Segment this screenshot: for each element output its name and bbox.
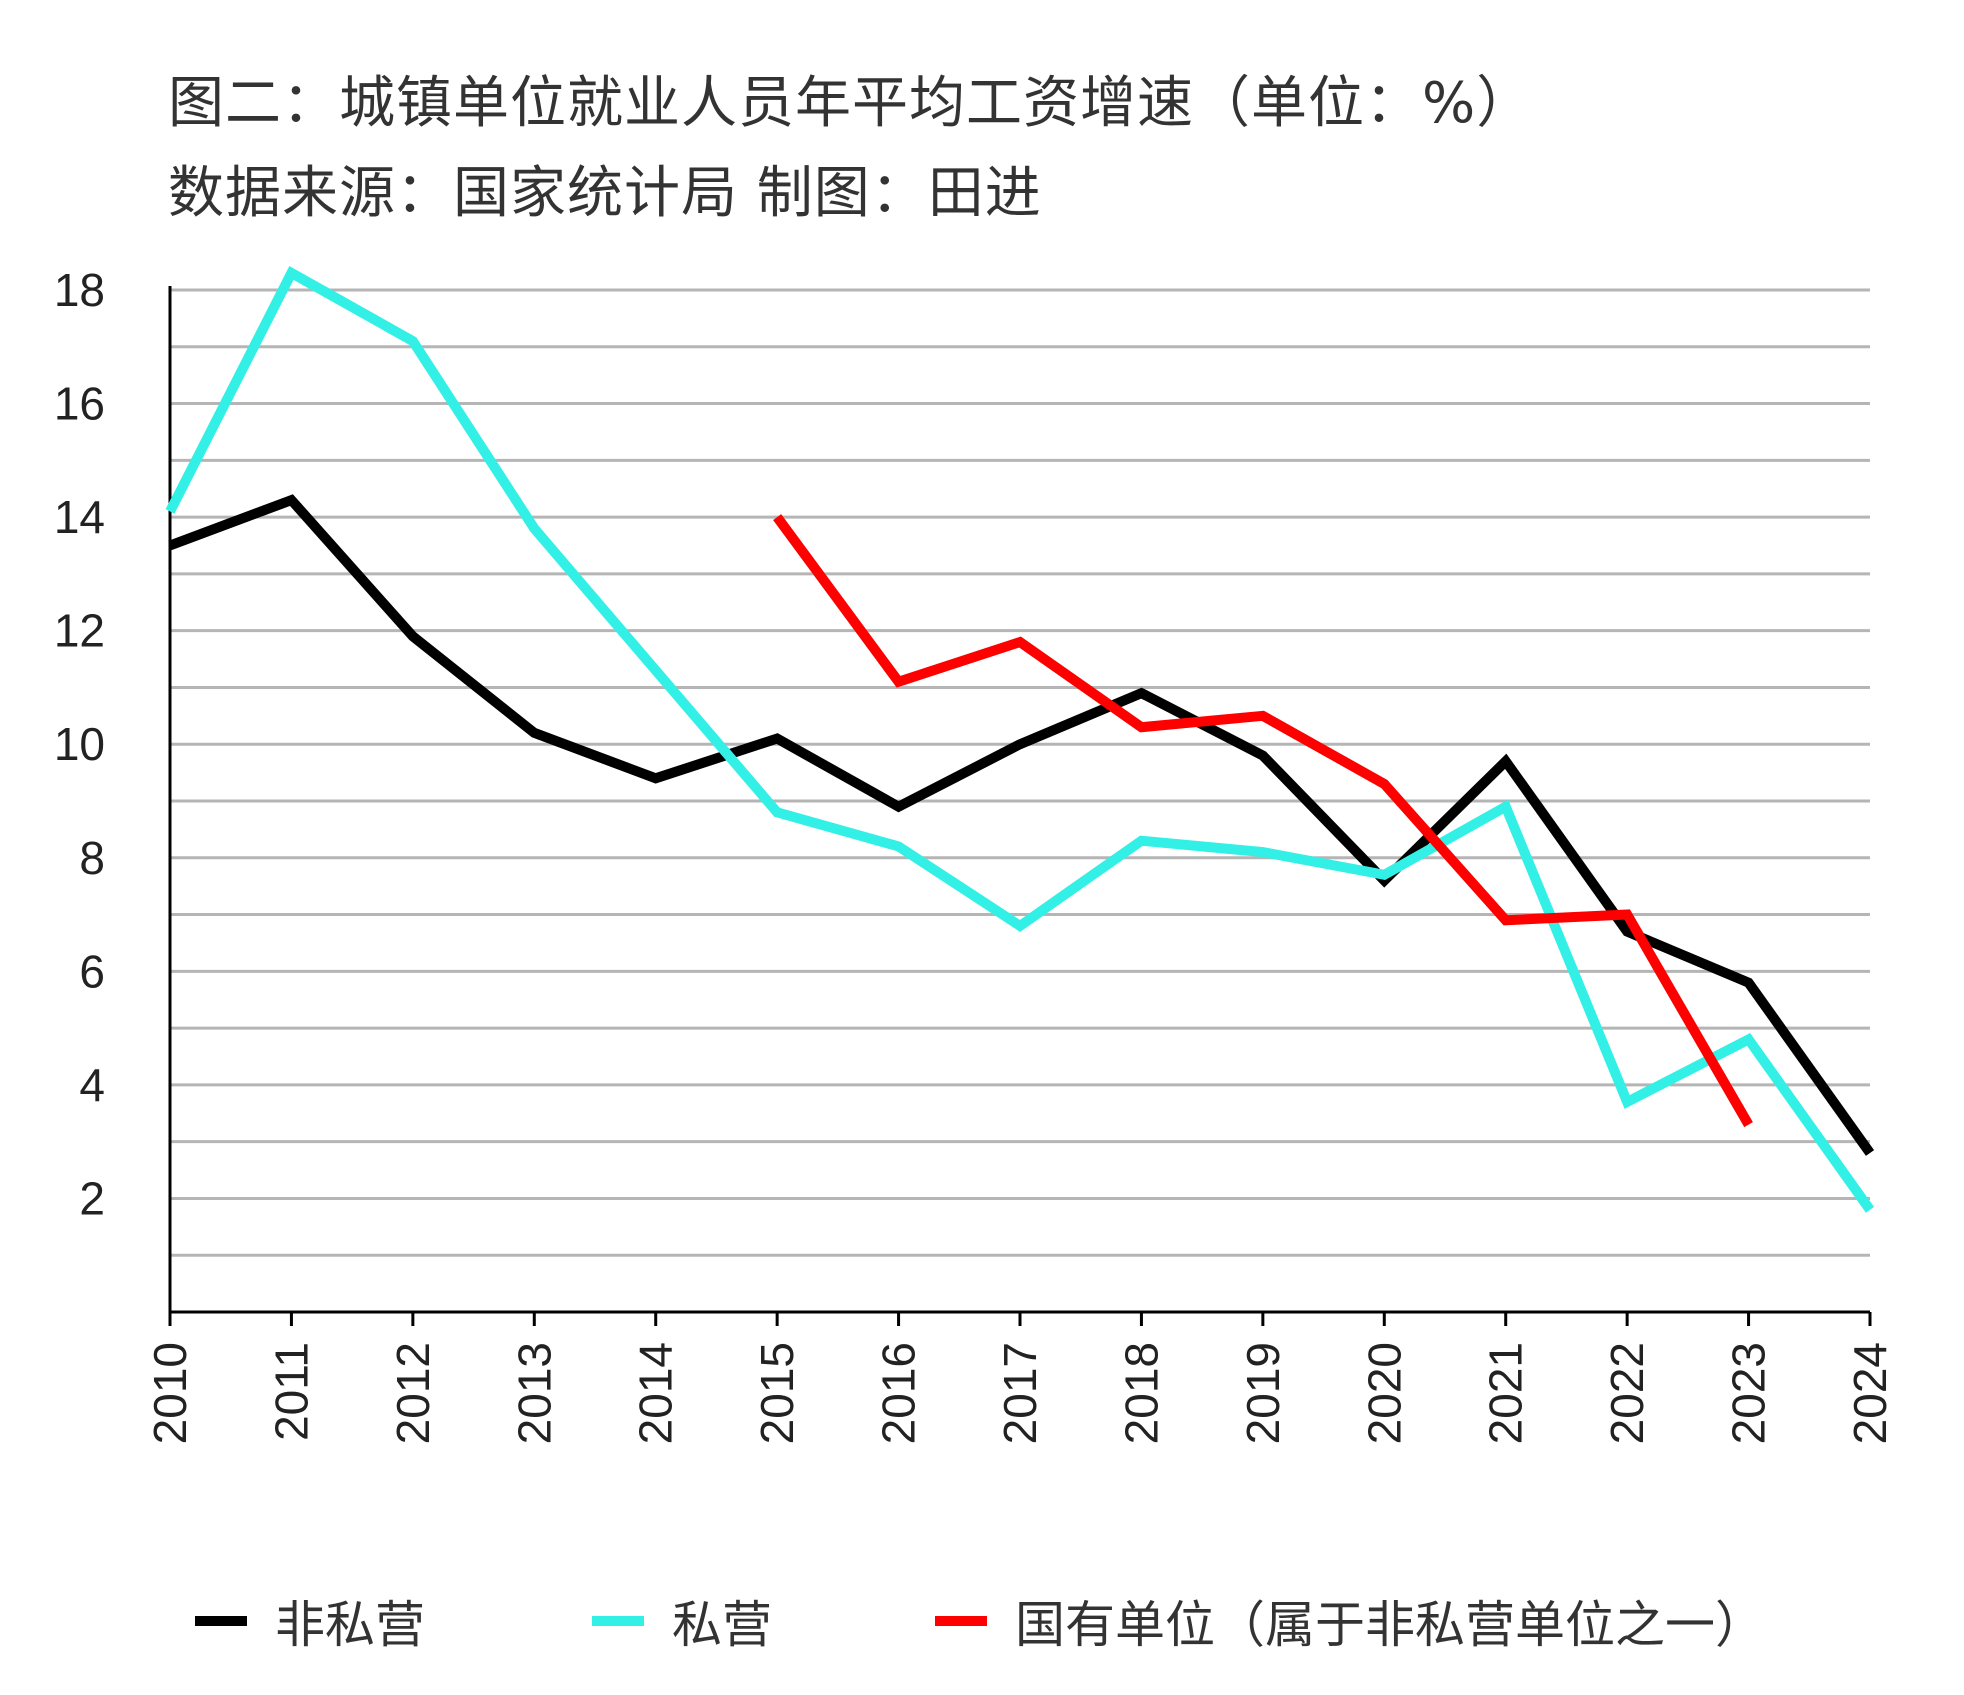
series-line-0 [168, 494, 1875, 1156]
y-tick-label: 8 [79, 832, 105, 884]
chart-title: 图二：城镇单位就业人员年平均工资增速（单位：%） [168, 71, 1534, 136]
legend-item-0: 非私营 [195, 1585, 425, 1657]
legend-label: 非私营 [275, 1596, 425, 1654]
x-tick-label: 2019 [1237, 1342, 1289, 1444]
legend-item-1: 私营 [592, 1585, 772, 1657]
y-tick-label: 16 [54, 378, 105, 430]
y-tick-label: 18 [54, 264, 105, 316]
y-tick-label: 4 [79, 1059, 105, 1111]
x-tick-label: 2020 [1358, 1342, 1410, 1444]
legend-item-2: 国有单位（属于非私营单位之一） [935, 1585, 1765, 1657]
x-tick-label: 2010 [144, 1342, 196, 1444]
x-tick-label: 2021 [1480, 1342, 1532, 1444]
chart-subtitle: 数据来源：国家统计局 制图：田进 [168, 161, 1042, 226]
legend-swatch [592, 1616, 644, 1626]
x-tick-label: 2022 [1601, 1342, 1653, 1444]
y-tick-label: 10 [54, 718, 105, 770]
x-tick-label: 2014 [630, 1342, 682, 1444]
legend-swatch [195, 1616, 247, 1626]
x-tick-label: 2018 [1115, 1342, 1167, 1444]
x-tick-label: 2013 [508, 1342, 560, 1444]
x-tick-label: 2017 [994, 1342, 1046, 1444]
x-tick-label: 2012 [387, 1342, 439, 1444]
x-tick-label: 2015 [751, 1342, 803, 1444]
x-tick-label: 2023 [1723, 1342, 1775, 1444]
y-tick-label: 6 [79, 945, 105, 997]
y-tick-label: 14 [54, 491, 105, 543]
legend-label: 私营 [672, 1596, 772, 1654]
x-tick-label: 2011 [265, 1342, 317, 1441]
y-tick-label: 2 [79, 1172, 105, 1224]
x-tick-label: 2016 [873, 1342, 925, 1444]
x-tick-label: 2024 [1844, 1342, 1896, 1444]
y-tick-label: 12 [54, 605, 105, 657]
legend-label: 国有单位（属于非私营单位之一） [1015, 1596, 1765, 1654]
legend-swatch [935, 1616, 987, 1626]
